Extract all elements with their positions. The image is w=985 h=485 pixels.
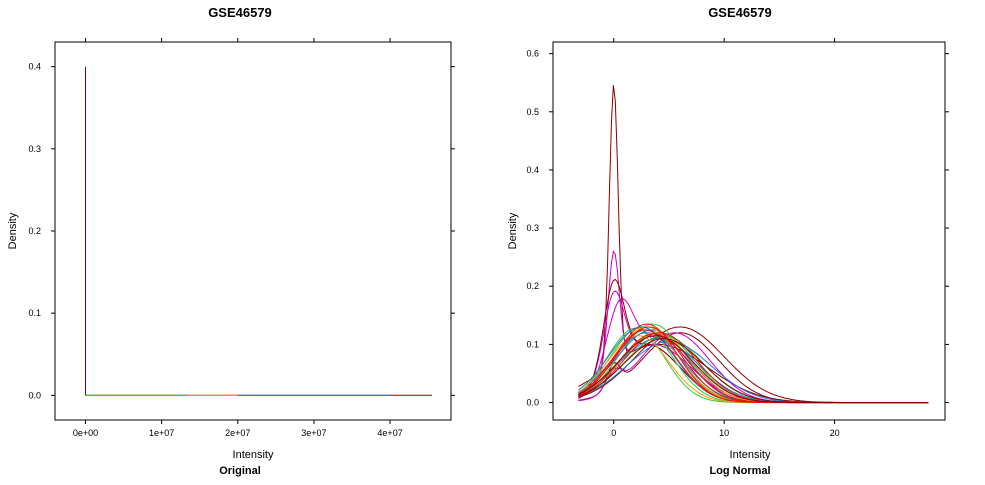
y-tick-label: 0.5 bbox=[526, 107, 539, 117]
x-tick-label: 10 bbox=[719, 428, 729, 438]
x-tick-label: 4e+07 bbox=[377, 428, 402, 438]
series-line-24 bbox=[578, 332, 929, 404]
series-line-13 bbox=[578, 335, 929, 404]
series-line-11 bbox=[578, 332, 929, 404]
y-tick-label: 0.1 bbox=[28, 308, 41, 318]
x-tick-label: 3e+07 bbox=[301, 428, 326, 438]
series-line-6 bbox=[578, 332, 929, 404]
y-tick-label: 0.3 bbox=[28, 144, 41, 154]
y-tick-label: 0.2 bbox=[28, 226, 41, 236]
x-axis-label: Intensity bbox=[730, 449, 771, 461]
x-tick-label: 20 bbox=[830, 428, 840, 438]
plot-frame bbox=[552, 41, 946, 421]
x-tick-label: 1e+07 bbox=[149, 428, 174, 438]
series-line-1 bbox=[578, 250, 929, 404]
series-line-28 bbox=[578, 335, 929, 404]
x-tick-label: 0 bbox=[611, 428, 616, 438]
series-line-21 bbox=[578, 335, 929, 404]
series-line-0 bbox=[85, 66, 432, 396]
panel-log-normal: GSE46579 Intensity Log Normal Density 0 1… bbox=[507, 5, 949, 477]
series-line-17 bbox=[578, 329, 929, 404]
series-line-5 bbox=[578, 332, 929, 404]
y-tick-label: 0.4 bbox=[28, 62, 41, 72]
panel-title: GSE46579 bbox=[208, 5, 272, 20]
panel-original: GSE46579 Intensity Original Density 0e+0… bbox=[7, 5, 455, 477]
x-tick-label: 0e+00 bbox=[73, 428, 98, 438]
y-axis-label: Density bbox=[507, 212, 519, 249]
series-line-4 bbox=[578, 298, 929, 404]
panel-title: GSE46579 bbox=[708, 5, 772, 20]
y-tick-label: 0.2 bbox=[526, 281, 539, 291]
y-tick-label: 0.1 bbox=[526, 339, 539, 349]
x-tick-label: 2e+07 bbox=[225, 428, 250, 438]
y-tick-label: 0.6 bbox=[526, 49, 539, 59]
plot-frame bbox=[54, 41, 452, 421]
y-tick-label: 0.3 bbox=[526, 223, 539, 233]
x-axis-label: Intensity bbox=[233, 449, 274, 461]
series-line-14 bbox=[578, 332, 929, 404]
y-axis-label: Density bbox=[7, 212, 19, 249]
panel-subtitle: Log Normal bbox=[709, 465, 770, 477]
panel-subtitle: Original bbox=[219, 465, 261, 477]
y-tick-label: 0.0 bbox=[28, 390, 41, 400]
series-line-20 bbox=[578, 332, 929, 404]
y-tick-label: 0.0 bbox=[526, 398, 539, 408]
y-tick-label: 0.4 bbox=[526, 165, 539, 175]
